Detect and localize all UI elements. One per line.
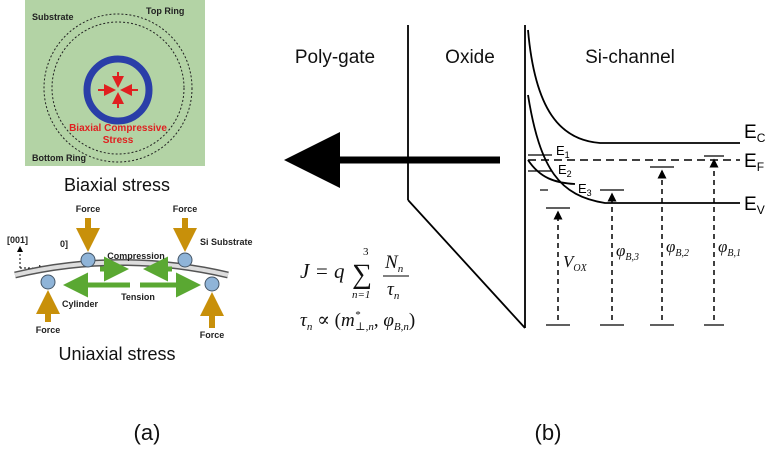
axis-label: [001] <box>7 235 28 245</box>
oxide-band <box>408 200 525 328</box>
text: ∝ ( <box>312 310 341 331</box>
text: n <box>398 263 404 275</box>
force-arrows <box>48 218 212 328</box>
formula-tau: τn ∝ (m*⊥,n, φB,n) <box>300 309 415 333</box>
text: ∑ <box>352 259 372 290</box>
text: V <box>757 203 765 217</box>
text: 2 <box>567 169 572 179</box>
text: J = q <box>300 259 345 283</box>
svg-text:Nn: Nn <box>384 252 404 275</box>
text: ⊥,n <box>355 321 374 333</box>
phi-label: φB,1 <box>718 237 741 259</box>
phi-label: φB,3 <box>616 241 639 263</box>
region-label: Oxide <box>445 47 495 68</box>
region-label: Poly-gate <box>295 47 375 68</box>
text: E <box>558 162 567 177</box>
text: OX <box>573 263 587 274</box>
top-ring-label: Top Ring <box>146 6 184 16</box>
caption: Uniaxial stress <box>58 344 175 364</box>
text: , <box>374 310 384 331</box>
biaxial-panel: Substrate Top Ring Biaxial Compressive S… <box>25 0 205 195</box>
vox-label: VOX <box>563 252 588 274</box>
text: φ <box>666 237 675 256</box>
text: B,2 <box>675 248 689 259</box>
level-label: E3 <box>578 181 592 198</box>
level-label: E2 <box>558 162 572 179</box>
level-label: E1 <box>556 143 570 160</box>
region-label: Si-channel <box>585 47 675 68</box>
text: E <box>744 194 757 215</box>
text: φ <box>383 310 394 331</box>
text: B,1 <box>727 248 741 259</box>
bottom-ring-label: Bottom Ring <box>32 153 86 163</box>
ev-label: EV <box>744 194 765 217</box>
panel-label: (b) <box>535 420 562 445</box>
text: C <box>757 131 766 145</box>
svg-text:τn: τn <box>387 279 400 302</box>
force-label: Force <box>76 204 101 214</box>
formula-j: J = q ∑ 3 n=1 Nn τn <box>300 246 409 302</box>
force-label: Force <box>173 204 198 214</box>
stress-label: Biaxial Compressive <box>69 123 167 134</box>
si-substrate-label: Si Substrate <box>200 237 253 247</box>
text: n=1 <box>352 289 370 301</box>
text: 3 <box>587 188 592 198</box>
text: φ <box>616 241 625 260</box>
force-label: Force <box>200 330 225 340</box>
text: E <box>556 143 565 158</box>
phi-label: φB,2 <box>666 237 689 259</box>
text: ) <box>409 310 415 331</box>
axis-label: 0] <box>60 239 68 249</box>
stress-label: Stress <box>103 135 134 146</box>
text: B,3 <box>625 252 639 263</box>
cylinder-label: Cylinder <box>62 299 99 309</box>
text: B,n <box>394 321 409 333</box>
compression-label: Compression <box>107 251 165 261</box>
text: E <box>578 181 587 196</box>
ec-label: EC <box>744 122 766 145</box>
text: F <box>757 160 764 174</box>
substrate-label: Substrate <box>32 12 74 22</box>
figure: Substrate Top Ring Biaxial Compressive S… <box>0 0 778 451</box>
text: 1 <box>565 150 570 160</box>
strain-arrows <box>68 269 196 285</box>
text: φ <box>718 237 727 256</box>
uniaxial-panel: [001] 0] Force Force Force Force Compres… <box>7 204 253 364</box>
text: 3 <box>363 246 369 258</box>
text: E <box>744 122 757 143</box>
tension-label: Tension <box>121 292 155 302</box>
ef-label: EF <box>744 151 764 174</box>
force-label: Force <box>36 325 61 335</box>
text: * <box>355 309 361 321</box>
text: E <box>744 151 757 172</box>
panel-label: (a) <box>134 420 161 445</box>
caption: Biaxial stress <box>64 175 170 195</box>
text: m <box>341 310 355 331</box>
text: n <box>394 290 400 302</box>
